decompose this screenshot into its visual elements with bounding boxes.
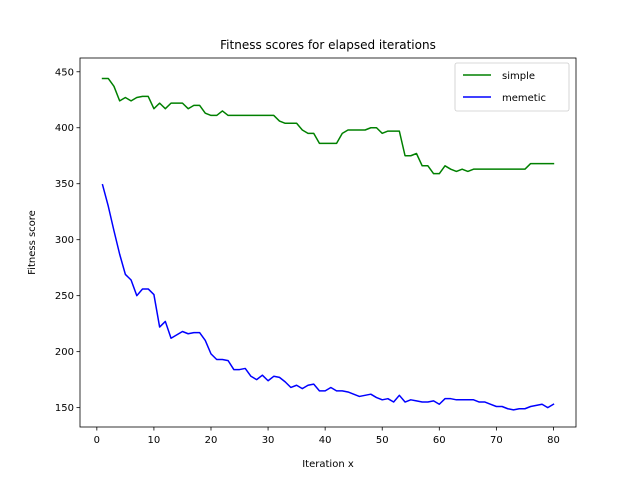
x-tick-label: 30 <box>262 435 275 446</box>
x-tick-label: 40 <box>319 435 332 446</box>
x-tick-label: 50 <box>376 435 389 446</box>
x-axis-label: Iteration x <box>302 459 354 470</box>
y-tick-label: 400 <box>55 123 74 134</box>
legend: simple memetic <box>454 62 570 112</box>
series-layer <box>101 77 555 411</box>
x-tick-label: 60 <box>433 435 446 446</box>
plot-area <box>80 58 576 427</box>
y-tick-label: 200 <box>55 347 74 358</box>
legend-label-memetic: memetic <box>502 93 546 104</box>
y-axis-label: Fitness score <box>27 210 38 275</box>
series-line-memetic <box>101 183 555 411</box>
chart-title: Fitness scores for elapsed iterations <box>220 38 436 52</box>
x-tick-label: 70 <box>490 435 503 446</box>
y-tick-label: 350 <box>55 179 74 190</box>
y-axis-ticks: 150 200 250 300 350 400 450 <box>55 67 80 414</box>
legend-label-simple: simple <box>502 71 535 82</box>
y-tick-label: 450 <box>55 67 74 78</box>
x-axis-ticks: 0 10 20 30 40 50 60 70 80 <box>94 427 560 446</box>
axes-layer <box>79 57 577 428</box>
y-tick-label: 300 <box>55 235 74 246</box>
plot-frame <box>79 57 577 428</box>
x-tick-label: 20 <box>205 435 218 446</box>
series-line-simple <box>101 77 555 175</box>
y-tick-label: 150 <box>55 403 74 414</box>
x-tick-label: 0 <box>94 435 100 446</box>
x-tick-label: 10 <box>148 435 161 446</box>
x-tick-label: 80 <box>547 435 560 446</box>
y-tick-label: 250 <box>55 291 74 302</box>
